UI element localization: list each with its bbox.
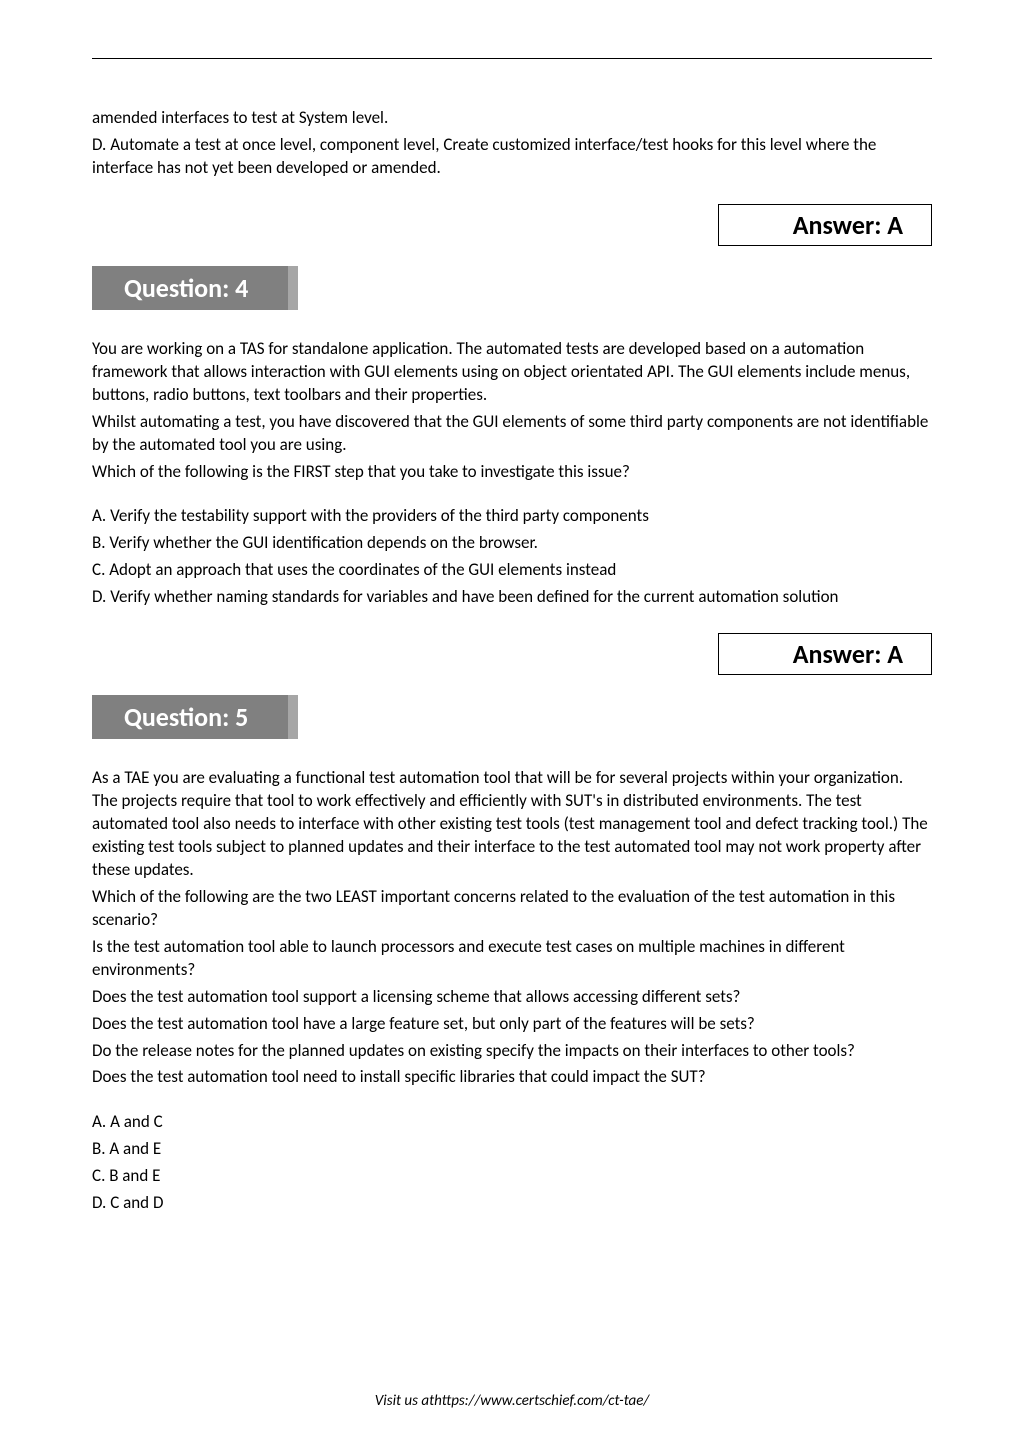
q5-option-d: D. C and D xyxy=(92,1192,932,1215)
q4-option-d: D. Verify whether naming standards for v… xyxy=(92,586,932,609)
intro-line-2: D. Automate a test at once level, compon… xyxy=(92,134,932,180)
q4-paragraph-2: Whilst automating a test, you have disco… xyxy=(92,411,932,457)
q5-paragraph-2: Which of the following are the two LEAST… xyxy=(92,886,932,932)
top-horizontal-rule xyxy=(92,58,932,59)
q5-option-a: A. A and C xyxy=(92,1111,932,1134)
q5-paragraph-5: Does the test automation tool have a lar… xyxy=(92,1013,932,1036)
q5-paragraph-4: Does the test automation tool support a … xyxy=(92,986,932,1009)
answer-label-q3: Answer: A xyxy=(793,209,903,241)
question-4-header: Question: 4 xyxy=(92,266,298,310)
intro-line-1: amended interfaces to test at System lev… xyxy=(92,107,932,130)
q5-option-b: B. A and E xyxy=(92,1138,932,1161)
q4-paragraph-3: Which of the following is the FIRST step… xyxy=(92,461,932,484)
q5-option-c: C. B and E xyxy=(92,1165,932,1188)
q5-paragraph-3: Is the test automation tool able to laun… xyxy=(92,936,932,982)
q4-option-a: A. Verify the testability support with t… xyxy=(92,505,932,528)
q4-paragraph-1: You are working on a TAS for standalone … xyxy=(92,338,932,407)
q5-paragraph-1: As a TAE you are evaluating a functional… xyxy=(92,767,932,882)
q4-option-b: B. Verify whether the GUI identification… xyxy=(92,532,932,555)
page-container: amended interfaces to test at System lev… xyxy=(0,0,1024,1448)
q4-option-c: C. Adopt an approach that uses the coord… xyxy=(92,559,932,582)
q5-paragraph-7: Does the test automation tool need to in… xyxy=(92,1066,932,1089)
q5-paragraph-6: Do the release notes for the planned upd… xyxy=(92,1040,932,1063)
question-5-header: Question: 5 xyxy=(92,695,298,739)
page-footer: Visit us athttps://www.certschief.com/ct… xyxy=(0,1392,1024,1410)
answer-box-q3: Answer: A xyxy=(718,204,932,246)
answer-box-q4: Answer: A xyxy=(718,633,932,675)
answer-label-q4: Answer: A xyxy=(793,638,903,670)
